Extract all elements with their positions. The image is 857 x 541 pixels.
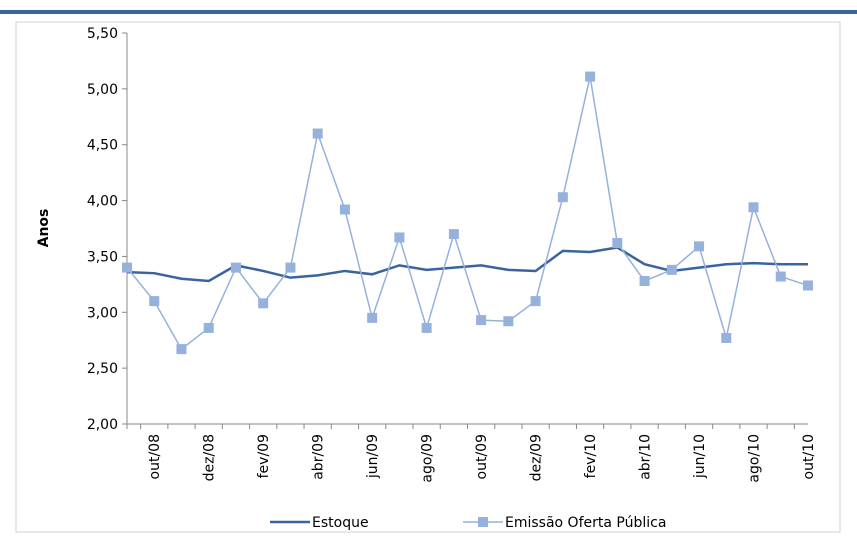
legend-label: Estoque [312,515,369,531]
y-tick-label: 2,00 [87,417,118,433]
x-tick-label: abr/09 [311,434,327,480]
marker [421,322,432,333]
marker [721,332,732,343]
marker [530,296,541,307]
marker [448,229,459,240]
legend-marker [478,517,488,527]
marker [203,322,214,333]
x-tick-label: abr/10 [638,434,654,480]
legend-label: Emissão Oferta Pública [505,515,666,531]
marker [775,271,786,282]
marker [312,128,323,139]
y-tick-label: 4,00 [87,194,118,210]
marker [258,298,269,309]
marker [394,232,405,243]
marker [612,238,623,249]
chart-frame [15,21,841,533]
marker [230,262,241,273]
y-tick-label: 3,00 [87,305,118,321]
y-tick-label: 4,50 [87,138,118,154]
marker [122,262,132,273]
x-tick-label: jun/10 [692,434,708,479]
marker [339,204,350,215]
x-tick-label: out/08 [147,434,163,479]
y-tick-label: 2,50 [87,361,118,377]
y-tick-label: 3,50 [87,249,118,265]
x-tick-label: fev/10 [583,434,599,478]
x-tick-label: dez/09 [529,434,545,481]
marker [176,344,187,355]
marker [476,315,487,326]
marker [585,71,596,82]
x-tick-label: fev/09 [256,434,272,478]
y-axis-label: Anos [36,209,52,248]
x-tick-label: ago/09 [420,434,436,483]
x-tick-label: out/10 [801,434,817,479]
marker [285,262,296,273]
marker [149,296,160,307]
marker [367,312,378,323]
top-rule [0,10,857,14]
x-tick-label: ago/10 [747,434,763,483]
marker [666,264,677,275]
marker [803,280,813,291]
marker [503,316,514,327]
marker [557,192,568,203]
marker [748,202,759,213]
y-tick-label: 5,50 [87,26,118,42]
x-tick-label: dez/08 [202,434,218,481]
marker [694,241,705,252]
x-tick-label: out/09 [474,434,490,479]
x-tick-label: jun/09 [365,434,381,479]
marker [639,276,650,287]
y-tick-label: 5,00 [87,82,118,98]
